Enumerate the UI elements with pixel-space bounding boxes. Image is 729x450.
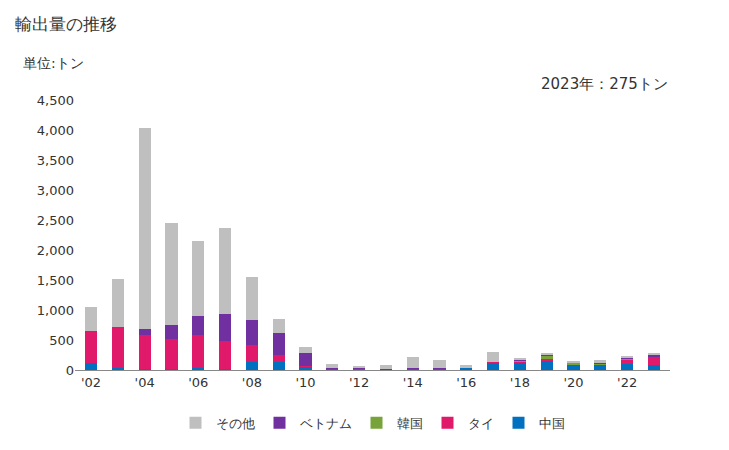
svg-text:3,000: 3,000: [37, 183, 74, 198]
svg-text:0: 0: [66, 363, 74, 378]
svg-text:1,000: 1,000: [37, 303, 74, 318]
svg-text:'10: '10: [295, 375, 315, 390]
svg-text:ベトナム: ベトナム: [300, 416, 352, 431]
svg-text:韓国: 韓国: [397, 416, 423, 431]
svg-text:その他: その他: [216, 416, 255, 431]
svg-text:'20: '20: [563, 375, 583, 390]
svg-text:'08: '08: [242, 375, 262, 390]
svg-text:1,500: 1,500: [37, 273, 74, 288]
svg-text:2023年：275トン: 2023年：275トン: [541, 75, 668, 93]
svg-text:4,500: 4,500: [37, 93, 74, 108]
svg-text:'04: '04: [135, 375, 155, 390]
svg-text:'18: '18: [510, 375, 530, 390]
svg-text:3,500: 3,500: [37, 153, 74, 168]
svg-text:2,500: 2,500: [37, 213, 74, 228]
svg-text:中国: 中国: [539, 416, 565, 431]
svg-text:タイ: タイ: [468, 416, 494, 431]
svg-text:'02: '02: [81, 375, 101, 390]
svg-text:2,000: 2,000: [37, 243, 74, 258]
svg-text:'22: '22: [617, 375, 637, 390]
svg-text:単位:トン: 単位:トン: [23, 55, 84, 71]
svg-text:'06: '06: [188, 375, 208, 390]
svg-text:輸出量の推移: 輸出量の推移: [15, 14, 117, 34]
svg-text:4,000: 4,000: [37, 123, 74, 138]
svg-text:'16: '16: [456, 375, 476, 390]
svg-text:'14: '14: [403, 375, 423, 390]
svg-text:'12: '12: [349, 375, 369, 390]
svg-text:500: 500: [49, 333, 74, 348]
